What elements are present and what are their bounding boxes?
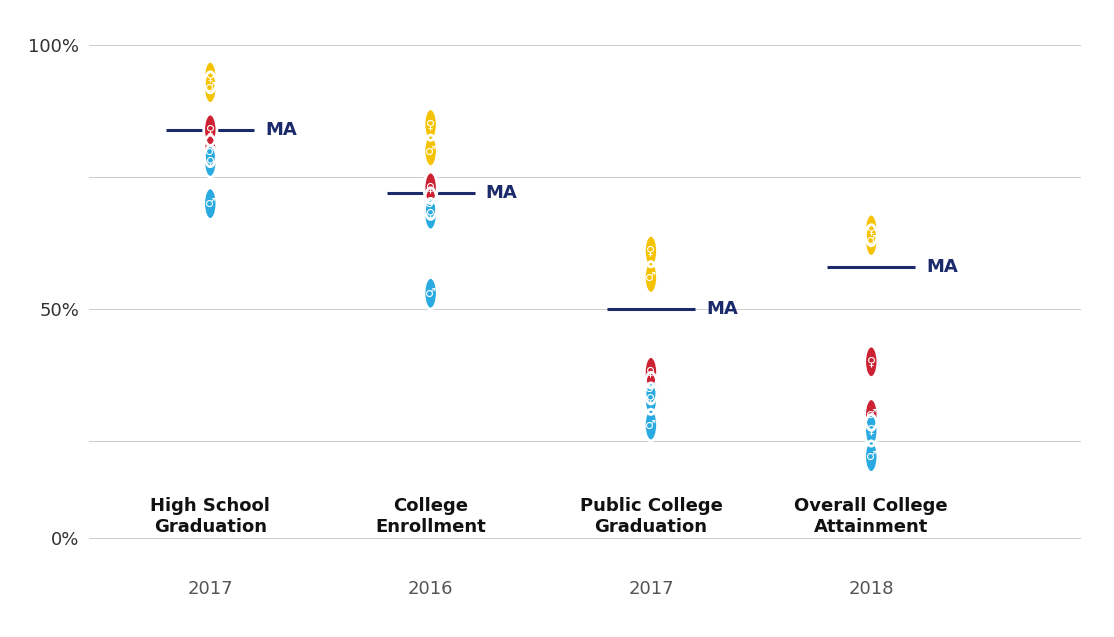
Text: 2016: 2016 — [408, 580, 453, 598]
Text: ♂: ♂ — [866, 450, 877, 463]
Circle shape — [644, 235, 657, 267]
Circle shape — [204, 72, 217, 103]
Circle shape — [204, 135, 217, 167]
Text: ♂: ♂ — [426, 145, 437, 157]
Circle shape — [424, 109, 437, 140]
Text: ♀: ♀ — [646, 392, 655, 405]
Circle shape — [644, 409, 657, 441]
Circle shape — [864, 346, 878, 378]
Text: ♀: ♀ — [646, 366, 655, 379]
Text: MA: MA — [927, 258, 958, 276]
Text: ♀: ♀ — [206, 124, 215, 136]
Text: ♂: ♂ — [426, 197, 437, 210]
Text: High School
Graduation: High School Graduation — [150, 497, 271, 536]
Text: ♀: ♀ — [867, 355, 876, 368]
Circle shape — [204, 146, 217, 177]
Circle shape — [424, 198, 437, 230]
Circle shape — [644, 383, 657, 415]
Text: ♀: ♀ — [426, 182, 436, 194]
Circle shape — [204, 114, 217, 146]
Text: ♀: ♀ — [867, 224, 876, 236]
Text: 2018: 2018 — [849, 580, 895, 598]
Text: ♀: ♀ — [646, 245, 655, 257]
Text: College
Enrollment: College Enrollment — [375, 497, 486, 536]
Text: 2017: 2017 — [187, 580, 233, 598]
Text: MA: MA — [486, 184, 518, 202]
Circle shape — [424, 172, 437, 204]
Text: ♂: ♂ — [645, 271, 656, 284]
Circle shape — [424, 278, 437, 309]
Circle shape — [644, 357, 657, 388]
Text: ♂: ♂ — [205, 81, 216, 94]
Text: MA: MA — [706, 300, 737, 318]
Circle shape — [204, 61, 217, 93]
Text: ♂: ♂ — [205, 145, 216, 157]
Circle shape — [204, 188, 217, 219]
Text: MA: MA — [265, 121, 297, 139]
Text: 2017: 2017 — [628, 580, 674, 598]
Text: ♂: ♂ — [205, 197, 216, 210]
Text: ♀: ♀ — [206, 71, 215, 83]
Circle shape — [864, 415, 878, 446]
Circle shape — [864, 399, 878, 431]
Circle shape — [644, 262, 657, 293]
Text: ♀: ♀ — [426, 118, 436, 131]
Text: Public College
Graduation: Public College Graduation — [579, 497, 722, 536]
Text: ♂: ♂ — [426, 287, 437, 300]
Circle shape — [864, 214, 878, 246]
Circle shape — [424, 135, 437, 167]
Text: ♂: ♂ — [866, 234, 877, 247]
Text: ♀: ♀ — [867, 424, 876, 437]
Text: ♂: ♂ — [645, 382, 656, 395]
Circle shape — [644, 372, 657, 404]
Text: Overall College
Attainment: Overall College Attainment — [794, 497, 948, 536]
Text: ♀: ♀ — [206, 155, 215, 168]
Circle shape — [864, 225, 878, 256]
Circle shape — [864, 441, 878, 473]
Circle shape — [424, 188, 437, 219]
Text: ♂: ♂ — [866, 408, 877, 421]
Text: ♂: ♂ — [645, 419, 656, 431]
Text: ♀: ♀ — [426, 208, 436, 220]
